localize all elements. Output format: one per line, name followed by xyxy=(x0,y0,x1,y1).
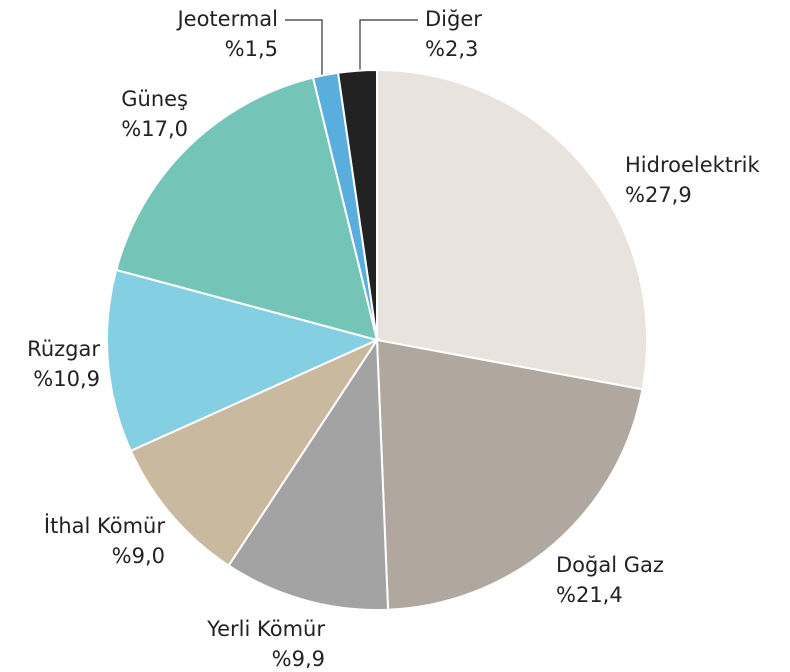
pie-slice xyxy=(129,337,380,567)
value-label: %9,0 xyxy=(112,544,165,568)
pie-slice xyxy=(227,336,390,611)
slice-label: İthal Kömür xyxy=(44,513,165,538)
slice-label: Rüzgar xyxy=(27,337,100,361)
slice-label: Hidroelektrik xyxy=(625,153,761,177)
value-label: %10,9 xyxy=(33,367,100,391)
pie-slice xyxy=(106,268,380,453)
value-label: %1,5 xyxy=(225,37,278,61)
value-label: %27,9 xyxy=(625,183,692,207)
value-label: %9,9 xyxy=(272,647,325,668)
pie-slice xyxy=(336,68,378,341)
slice-label: Diğer xyxy=(425,7,482,31)
leader-line xyxy=(285,19,323,76)
slice-label: Yerli Kömür xyxy=(206,617,325,641)
slice-label: Doğal Gaz xyxy=(556,553,664,577)
leader-line xyxy=(359,19,418,72)
value-label: %17,0 xyxy=(121,117,188,141)
pie-slice xyxy=(376,68,648,391)
value-label: %21,4 xyxy=(556,583,623,607)
pie-slice xyxy=(115,76,379,342)
slice-label: Güneş xyxy=(121,87,188,111)
slice-label: Jeotermal xyxy=(175,7,278,31)
pie-slice xyxy=(375,338,644,611)
value-label: %2,3 xyxy=(425,37,478,61)
